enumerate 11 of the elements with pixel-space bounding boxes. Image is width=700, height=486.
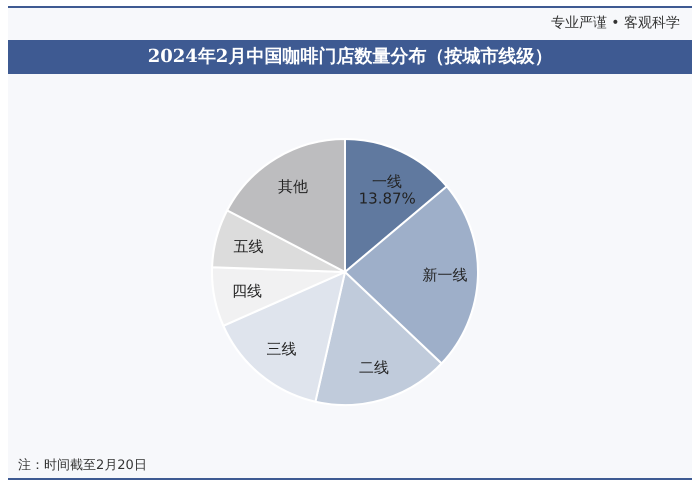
slice-label: 三线 [266, 340, 296, 358]
text: 注：时间截至2月20日 [18, 457, 147, 474]
slice-label: 四线 [232, 282, 262, 300]
slice-label: 五线 [233, 237, 264, 256]
slice-label: 新一线 [422, 266, 468, 284]
chart-title: 2024年2月中国咖啡门店数量分布（按城市线级） [8, 40, 692, 74]
slice-label: 二线 [358, 358, 389, 377]
slice-label: 一线 [372, 172, 402, 190]
text: 专业严谨 • 客观科学 [550, 14, 680, 32]
slice-label: 其他 [278, 177, 308, 196]
data-label: 13.87% [358, 189, 416, 208]
